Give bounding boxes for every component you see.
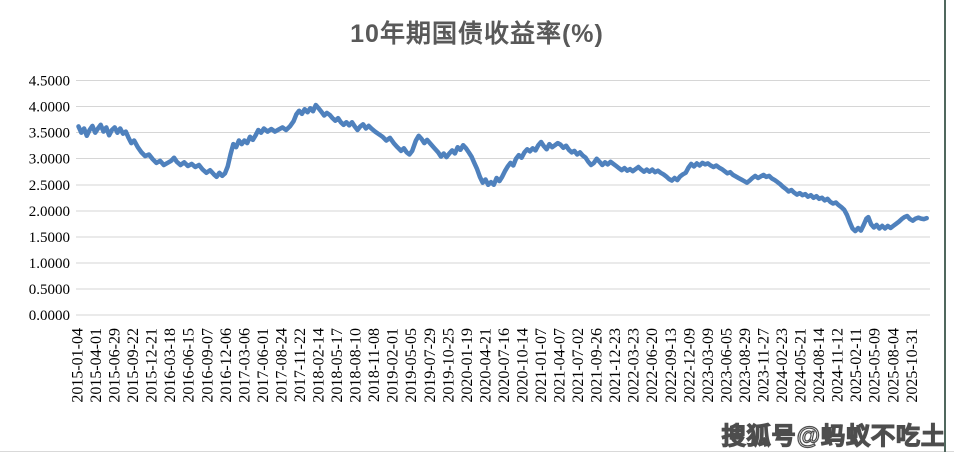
x-tick-label: 2016-06-15 — [181, 328, 198, 403]
x-tick-label: 2015-04-01 — [88, 328, 105, 403]
x-tick-label: 2019-05-05 — [403, 328, 420, 403]
x-tick-label: 2024-11-12 — [830, 328, 847, 402]
x-tick-label: 2021-09-26 — [589, 328, 606, 403]
y-tick-label: 3.5000 — [29, 126, 70, 142]
x-tick-label: 2017-11-22 — [292, 328, 309, 402]
y-tick-label: 2.5000 — [29, 178, 70, 194]
x-tick-label: 2022-06-20 — [644, 328, 661, 403]
y-tick-label: 4.5000 — [29, 74, 70, 90]
x-tick-label: 2015-06-29 — [107, 328, 124, 403]
y-axis-tick-labels: 0.0000 0.5000 1.0000 1.5000 2.0000 2.5000 3.00… — [29, 74, 70, 324]
x-tick-label: 2025-05-09 — [867, 328, 884, 403]
x-tick-label: 2021-04-07 — [552, 328, 569, 403]
y-tick-label: 2.0000 — [29, 204, 70, 220]
x-tick-label: 2023-08-29 — [737, 328, 754, 403]
series — [76, 102, 929, 234]
x-tick-label: 2019-02-01 — [385, 328, 402, 403]
x-tick-label: 2016-12-06 — [218, 328, 235, 403]
x-tick-label: 2016-09-07 — [199, 328, 216, 403]
y-tick-label: 4.0000 — [29, 100, 70, 116]
x-tick-label: 2015-12-21 — [144, 328, 161, 403]
y-tick-label: 0.5000 — [29, 282, 70, 298]
x-tick-label: 2020-01-19 — [459, 328, 476, 403]
y-tick-label: 0.0000 — [29, 308, 70, 324]
x-tick-label: 2020-07-16 — [496, 328, 513, 403]
x-tick-label: 2018-02-14 — [311, 328, 328, 403]
yield-series-line — [76, 102, 929, 234]
x-tick-label: 2017-08-24 — [273, 328, 290, 403]
y-tick-label: 1.5000 — [29, 230, 70, 246]
x-axis-tick-labels: 2015-01-04 2015-04-01 2015-06-29 2015-09-22… — [70, 328, 921, 403]
x-tick-label: 2024-02-23 — [774, 328, 791, 403]
x-tick-label: 2022-12-09 — [681, 328, 698, 403]
right-border-line — [944, 0, 946, 452]
x-tick-label: 2024-08-14 — [811, 328, 828, 403]
watermark-sohu: 搜狐号@蚂蚁不吃土 — [721, 422, 946, 450]
x-tick-label: 2020-04-21 — [477, 328, 494, 403]
y-tick-label: 1.0000 — [29, 256, 70, 272]
x-tick-label: 2024-05-21 — [793, 328, 810, 403]
x-tick-label: 2025-08-04 — [885, 328, 902, 403]
x-tick-label: 2018-08-10 — [348, 328, 365, 403]
gridlines — [76, 80, 930, 316]
x-tick-label: 2023-11-27 — [755, 328, 772, 402]
x-tick-label: 2022-03-23 — [626, 328, 643, 403]
chart-title: 10年期国债收益率(%) — [350, 20, 604, 48]
x-tick-label: 2017-03-06 — [236, 328, 253, 403]
x-tick-label: 2021-12-23 — [607, 328, 624, 403]
x-tick-label: 2020-10-14 — [514, 328, 531, 403]
x-tick-label: 2018-05-17 — [329, 328, 346, 403]
x-tick-label: 2021-01-07 — [533, 328, 550, 403]
x-tick-label: 2015-01-04 — [70, 328, 87, 403]
x-tick-label: 2017-06-01 — [255, 328, 272, 403]
x-tick-label: 2019-07-29 — [422, 328, 439, 403]
x-tick-label: 2023-03-09 — [700, 328, 717, 403]
x-tick-label: 2015-09-22 — [125, 328, 142, 403]
y-tick-label: 3.0000 — [29, 152, 70, 168]
x-tick-label: 2025-10-31 — [904, 328, 921, 403]
x-tick-label: 2022-09-13 — [663, 328, 680, 403]
x-tick-label: 2016-03-18 — [162, 328, 179, 403]
x-tick-label: 2023-06-05 — [718, 328, 735, 403]
x-tick-label: 2021-07-02 — [570, 328, 587, 403]
x-tick-label: 2018-11-08 — [366, 328, 383, 402]
x-tick-label: 2025-02-11 — [848, 328, 865, 402]
x-tick-label: 2019-10-25 — [440, 328, 457, 403]
